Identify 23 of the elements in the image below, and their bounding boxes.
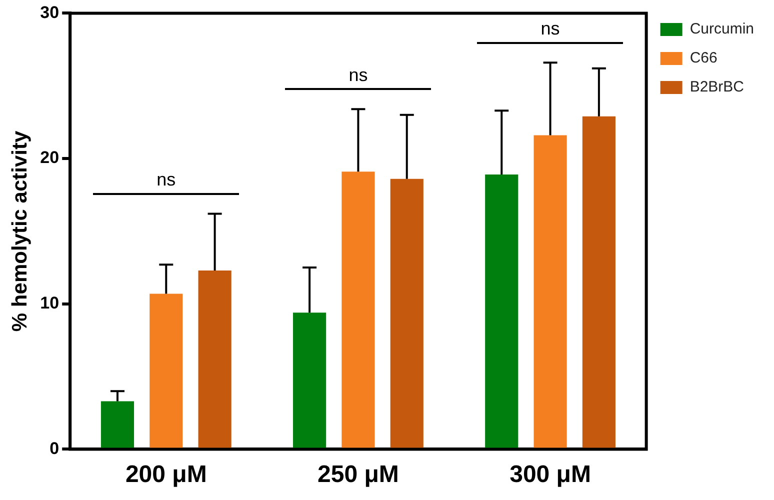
y-tick-label: 30: [40, 2, 60, 22]
bar: [485, 174, 518, 449]
y-tick-label: 20: [40, 148, 60, 168]
annotation: ns: [156, 170, 176, 190]
bar: [150, 294, 183, 449]
legend-label: Curcumin: [690, 20, 754, 38]
legend-label: B2BrBC: [690, 78, 744, 96]
bar: [342, 172, 375, 449]
bar: [390, 178, 424, 449]
annotation: ns: [540, 18, 560, 39]
bar: [198, 270, 232, 449]
y-tick-label: 0: [50, 438, 60, 458]
y-tick-label: 10: [40, 294, 60, 313]
bar: [100, 401, 134, 449]
bar: [293, 312, 326, 449]
annotation: ns: [348, 65, 368, 86]
x-tick-label: 300 μM: [510, 461, 591, 488]
x-tick-label: 200 μM: [125, 461, 207, 488]
bar: [582, 116, 616, 449]
y-axis-title: % hemolytic activity: [8, 130, 32, 332]
legend-label: C66: [690, 50, 718, 67]
x-tick-label: 250 μM: [318, 461, 399, 488]
bar: [534, 135, 567, 449]
